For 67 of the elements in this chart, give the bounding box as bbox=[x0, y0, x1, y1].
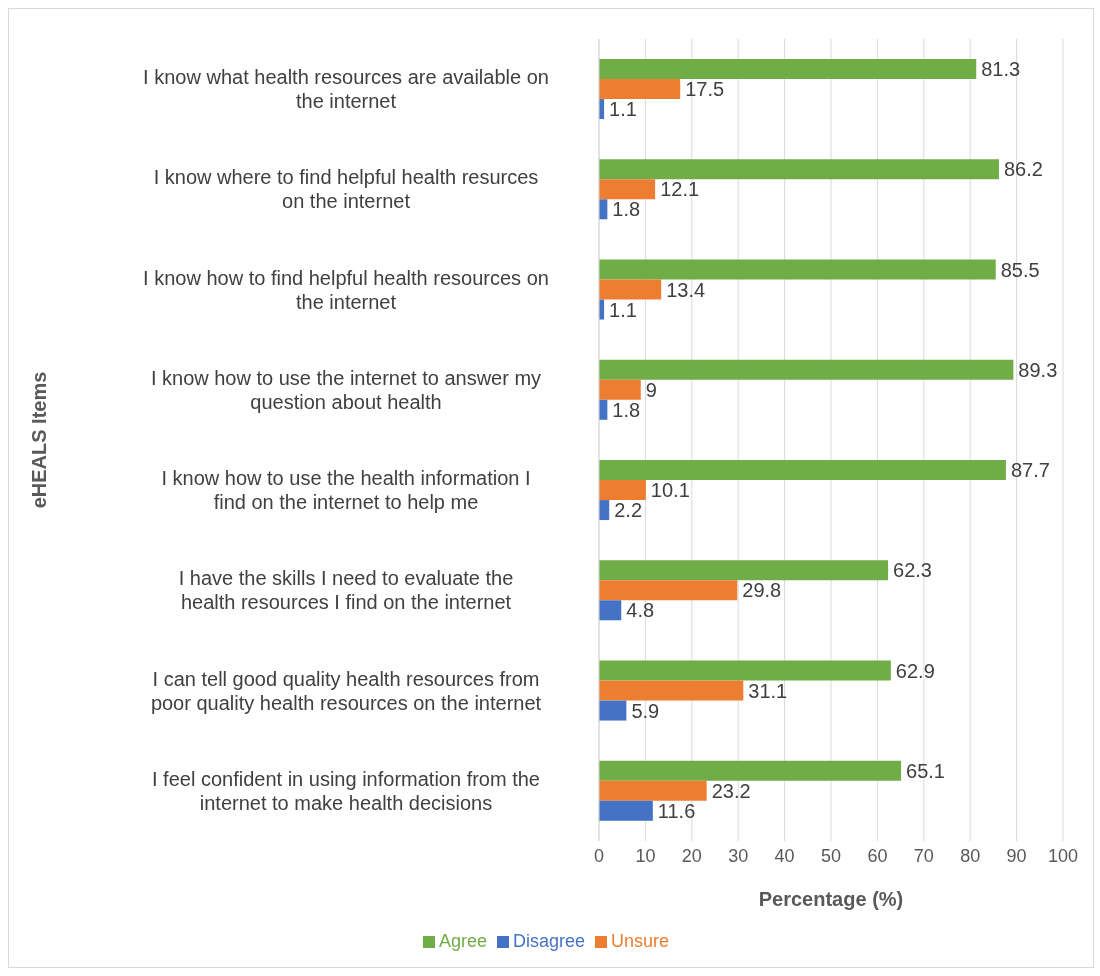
bar bbox=[599, 379, 641, 400]
bar bbox=[599, 560, 889, 581]
data-label: 81.3 bbox=[981, 58, 1021, 81]
y-tick-label: I can tell good quality health resources from poor quality health resources on the internet bbox=[150, 667, 542, 714]
data-label: 11.6 bbox=[657, 799, 696, 822]
data-label: 5.9 bbox=[631, 699, 660, 722]
x-axis-title: Percentage (%) bbox=[758, 888, 904, 910]
bar bbox=[599, 179, 656, 200]
y-axis-title: eHEALS Items bbox=[28, 371, 51, 509]
x-tick-label: 80 bbox=[960, 845, 981, 866]
data-label: 62.3 bbox=[893, 559, 933, 582]
bar bbox=[599, 480, 646, 501]
bar bbox=[599, 800, 653, 821]
y-tick-label: I feel confident in using information from the internet to make health decisions bbox=[152, 767, 540, 814]
bar bbox=[599, 259, 996, 280]
x-tick-label: 30 bbox=[728, 845, 749, 866]
bar bbox=[599, 700, 627, 721]
y-tick-label: I know how to use the health information I find on the internet to help me bbox=[161, 467, 531, 514]
x-tick-label: 100 bbox=[1047, 845, 1079, 866]
bar bbox=[599, 159, 999, 180]
bar bbox=[599, 59, 977, 80]
y-tick-label: I have the skills I need to evaluate the health resources I find on the internet bbox=[178, 567, 514, 614]
data-label: 13.4 bbox=[666, 278, 706, 301]
data-label: 17.5 bbox=[685, 78, 725, 101]
y-tick-label: I know how to find helpful health resources on the internet bbox=[143, 266, 549, 313]
bar bbox=[599, 660, 891, 681]
legend-label: Unsure bbox=[611, 931, 670, 951]
bar bbox=[599, 359, 1014, 380]
legend-label: Disagree bbox=[512, 931, 586, 951]
data-label: 23.2 bbox=[711, 779, 751, 802]
data-label: 65.1 bbox=[906, 759, 945, 782]
bar bbox=[599, 79, 681, 100]
data-label: 87.7 bbox=[1010, 459, 1050, 482]
data-label: 31.1 bbox=[748, 679, 788, 702]
x-tick-label: 50 bbox=[820, 845, 842, 866]
data-label: 62.9 bbox=[895, 659, 935, 682]
bar bbox=[599, 780, 707, 801]
legend-label: Agree bbox=[438, 931, 487, 951]
data-label: 1.1 bbox=[609, 298, 637, 321]
x-tick-label: 40 bbox=[774, 845, 795, 866]
data-label: 10.1 bbox=[650, 479, 690, 502]
data-label: 1.8 bbox=[612, 398, 641, 421]
x-tick-label: 60 bbox=[867, 845, 888, 866]
y-tick-label: I know what health resources are available on the internet bbox=[143, 66, 549, 113]
x-tick-label: 90 bbox=[1006, 845, 1027, 866]
x-tick-label: 0 bbox=[593, 845, 605, 866]
y-tick-label: I know where to find helpful health resurces on the internet bbox=[153, 166, 539, 213]
bar bbox=[599, 279, 662, 300]
bar bbox=[599, 600, 622, 621]
bar bbox=[599, 680, 744, 701]
x-tick-label: 70 bbox=[913, 845, 934, 866]
data-label: 1.8 bbox=[612, 198, 641, 221]
data-label: 1.1 bbox=[609, 98, 637, 121]
data-label: 4.8 bbox=[626, 599, 655, 622]
data-label: 2.2 bbox=[614, 499, 643, 522]
y-tick-label: I know how to use the internet to answer my question about health bbox=[150, 366, 542, 413]
data-label: 86.2 bbox=[1003, 158, 1043, 181]
data-label: 89.3 bbox=[1018, 358, 1058, 381]
data-label: 29.8 bbox=[742, 579, 782, 602]
data-label: 85.5 bbox=[1000, 258, 1040, 281]
x-tick-label: 10 bbox=[635, 845, 656, 866]
bar bbox=[599, 460, 1006, 481]
bar bbox=[599, 580, 738, 601]
data-label: 12.1 bbox=[660, 178, 700, 201]
data-label: 9 bbox=[645, 378, 657, 401]
bar bbox=[599, 760, 902, 781]
x-tick-label: 20 bbox=[681, 845, 702, 866]
